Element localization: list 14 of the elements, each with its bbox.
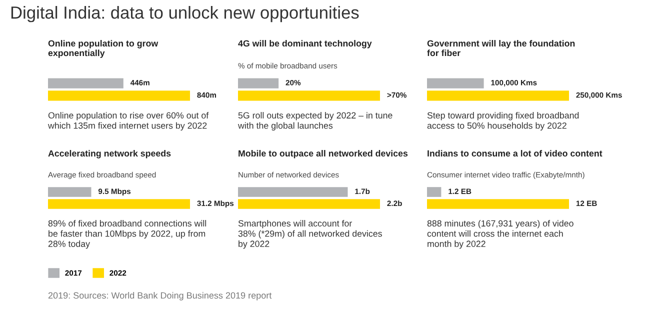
- text: 888 minutes (167,931 years) of video content will cross the internet each month by 2022: [427, 220, 574, 249]
- chart-title: Indians to consume a lot of video content: [428, 150, 602, 157]
- text: Online population to rise over 60% out of which 135m fixed internet users by 2022: [48, 112, 209, 131]
- text: 2019: Sources: World Bank Doing Business 2019 report: [48, 292, 272, 300]
- chart-title: Mobile to outpace all networked devices: [238, 150, 408, 158]
- text: 5G roll outs expected by 2022 – in tune with the global launches: [238, 112, 392, 131]
- chart-title: Online population to grow exponentially: [48, 40, 158, 58]
- text: 89% of fixed broadband connections will be faster than 10Mbps by 2022, up from 28% today: [48, 220, 206, 249]
- chart-title: Accelerating network speeds: [48, 150, 171, 158]
- text: Step toward providing fixed broadband access to 50% households by 2022: [427, 112, 579, 131]
- chart-title: Government will lay the foundation for fiber: [427, 40, 575, 56]
- text: Digital India: data to unlock new opportunities: [11, 6, 359, 22]
- chart-title: 4G will be dominant technology: [238, 40, 372, 48]
- text: Smartphones will account for 38% (*29m) of all networked devices by 2022: [238, 220, 382, 249]
